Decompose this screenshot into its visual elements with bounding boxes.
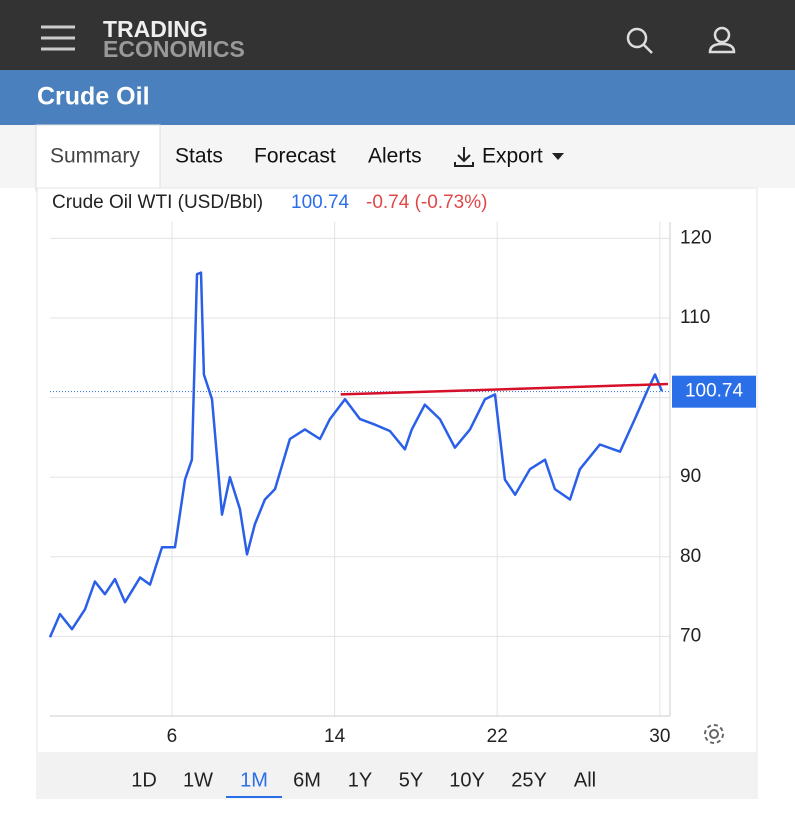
range-button[interactable]: 25Y <box>511 769 547 791</box>
tab[interactable]: Summary <box>50 145 140 168</box>
range-bar <box>38 752 756 797</box>
range-button[interactable]: 1Y <box>348 769 372 791</box>
chart-card <box>36 187 758 799</box>
dropdown-caret <box>552 153 564 160</box>
logo[interactable]: ECONOMICS <box>103 36 245 62</box>
range-button[interactable]: 1M <box>240 769 268 791</box>
x-tick-label: 22 <box>487 726 508 747</box>
tab[interactable]: Forecast <box>254 145 336 168</box>
range-button[interactable]: All <box>574 769 596 791</box>
menu-icon[interactable] <box>41 25 75 51</box>
price-tag <box>672 375 756 408</box>
logo[interactable]: TRADING <box>103 16 208 42</box>
y-tick-label: 110 <box>680 307 710 328</box>
search-icon[interactable] <box>626 27 653 54</box>
settings-icon[interactable] <box>704 724 724 744</box>
title-bar <box>0 70 795 125</box>
tab[interactable]: Export <box>482 145 543 168</box>
download-icon[interactable] <box>454 147 474 167</box>
price-tag-label: 100.74 <box>685 381 744 402</box>
y-tick-label: 70 <box>680 625 701 646</box>
range-button[interactable]: 1W <box>183 769 213 791</box>
trendline <box>340 382 669 396</box>
price-line <box>48 271 664 638</box>
user-icon[interactable] <box>708 26 736 54</box>
page-title: Crude Oil <box>37 83 150 111</box>
range-button[interactable]: 5Y <box>399 769 423 791</box>
top-bar <box>0 0 795 70</box>
range-button[interactable]: 10Y <box>449 769 485 791</box>
range-button[interactable]: 6M <box>293 769 321 791</box>
last-value: 100.74 <box>291 192 350 213</box>
chart-title: Crude Oil WTI (USD/Bbl) <box>52 192 263 213</box>
tab[interactable]: Stats <box>175 145 223 168</box>
y-tick-label: 80 <box>680 546 701 567</box>
y-tick-label: 120 <box>680 227 712 248</box>
x-tick-label: 14 <box>324 726 346 747</box>
change: -0.74 (-0.73%) <box>366 192 487 213</box>
tab[interactable]: Alerts <box>368 145 422 168</box>
range-button[interactable]: 1D <box>131 769 157 791</box>
active-tab <box>35 124 161 192</box>
y-tick-label: 90 <box>680 466 701 487</box>
x-tick-label: 6 <box>167 726 178 747</box>
x-tick-label: 30 <box>649 726 670 747</box>
